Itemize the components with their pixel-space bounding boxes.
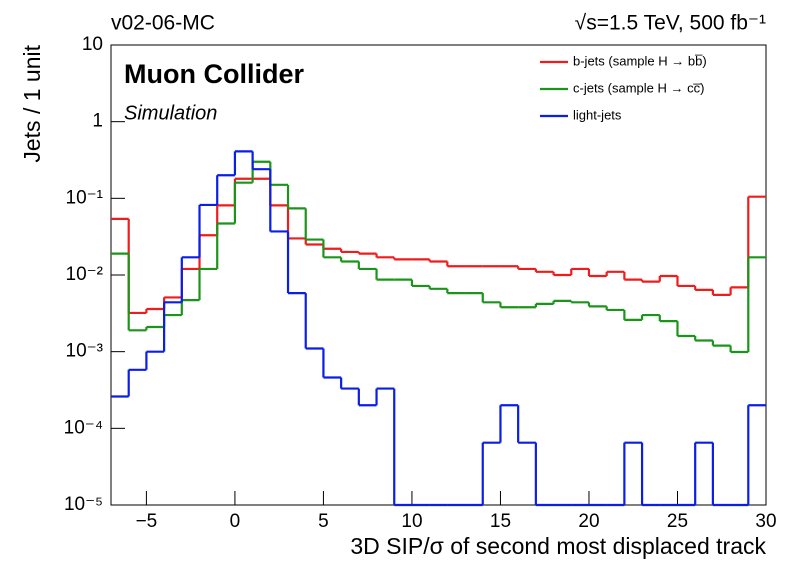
histogram-riser [127,151,750,505]
y-tick-label: 10 [82,34,103,55]
legend-label: c-jets (sample H → cc̅) [573,80,704,95]
x-tick-label: −5 [136,511,158,532]
x-tick-label: 15 [490,511,511,532]
y-tick-label: 1 [92,111,103,132]
legend-label: b-jets (sample H → bb̅) [573,53,707,68]
y-tick-label: 10⁻⁴ [64,417,103,438]
x-tick-label: 0 [230,511,241,532]
y-tick-label: 10⁻⁵ [64,494,103,515]
x-tick-label: 20 [578,511,599,532]
x-tick-label: 10 [401,511,422,532]
y-axis-title: Jets / 1 unit [19,44,45,162]
version-label: v02-06-MC [111,12,215,35]
energy-label: √s=1.5 TeV, 500 fb⁻¹ [575,12,766,35]
y-tick-label: 10⁻² [66,264,104,285]
x-tick-label: 25 [667,511,688,532]
chart-title: Muon Collider [124,59,304,89]
x-axis-title: 3D SIP/σ of second most displaced track [350,533,766,559]
y-tick-label: 10⁻³ [66,341,104,362]
x-tick-label: 5 [318,511,329,532]
legend-label: light-jets [573,107,622,122]
x-tick-label: 30 [755,511,776,532]
y-tick-label: 10⁻¹ [66,187,104,208]
chart-subtitle: Simulation [124,102,217,124]
